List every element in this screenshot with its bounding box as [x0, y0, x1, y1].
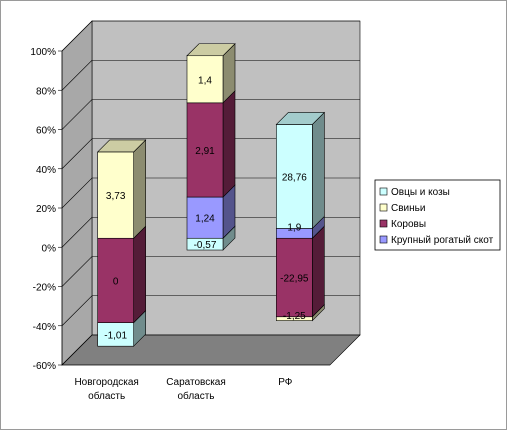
y-tick-label: 80%	[36, 86, 56, 97]
bar-side	[133, 139, 146, 239]
legend-entry: Крупный рогатый скот	[391, 235, 494, 246]
legend-entry: Свиньи	[391, 203, 425, 214]
data-label: -1,25	[283, 311, 306, 322]
data-label: -1,01	[104, 330, 127, 341]
data-label: 1,9	[287, 222, 301, 233]
bar-segment	[97, 151, 134, 239]
category-label: Новгородская область	[74, 377, 138, 402]
legend-swatch	[379, 187, 388, 196]
bar-side	[312, 225, 325, 318]
gridline	[61, 99, 360, 130]
data-label: -22,95	[280, 274, 309, 285]
y-tick-label: 20%	[36, 204, 56, 215]
y-tick-label: 60%	[36, 126, 56, 137]
gridline	[61, 334, 360, 366]
data-label: 2,91	[195, 146, 215, 157]
data-label: 0	[113, 276, 119, 287]
category-label: Саратовская область	[166, 377, 226, 402]
y-tick-label: 40%	[36, 165, 56, 176]
gridline	[61, 295, 360, 326]
data-label: 1,4	[198, 75, 212, 86]
legend-swatch	[379, 203, 388, 212]
data-label: 3,73	[106, 191, 126, 202]
y-tick-label: -20%	[33, 283, 56, 294]
bar-segment	[276, 124, 313, 229]
bar-top	[186, 43, 236, 57]
data-label: 28,76	[282, 172, 307, 183]
y-tick-label: 0%	[42, 243, 57, 254]
gridline	[61, 256, 360, 287]
bar-side	[312, 111, 325, 230]
bar-segment	[186, 102, 224, 198]
bar-side	[222, 90, 236, 198]
gridline	[61, 177, 360, 209]
gridline	[61, 59, 360, 91]
gridline	[61, 20, 360, 52]
legend-box	[374, 179, 501, 251]
legend-entry: Коровы	[391, 219, 426, 230]
bar-side	[133, 225, 146, 324]
gridline	[61, 138, 360, 169]
y-tick-label: 100%	[30, 47, 56, 58]
legend-swatch	[379, 219, 388, 228]
category-label: РФ	[278, 377, 293, 388]
data-label: -0,57	[194, 240, 217, 251]
bar-segment	[186, 196, 224, 239]
legend-entry: Овцы и козы	[391, 187, 450, 198]
y-tick-label: -60%	[33, 361, 56, 372]
bar-top	[96, 139, 147, 153]
data-label: 1,24	[195, 214, 215, 225]
legend-swatch	[379, 235, 388, 244]
y-tick-label: -40%	[33, 322, 56, 333]
bar-segment	[276, 237, 313, 318]
bar-top	[275, 112, 326, 125]
bar-segment	[97, 237, 134, 323]
gridline	[61, 216, 360, 248]
